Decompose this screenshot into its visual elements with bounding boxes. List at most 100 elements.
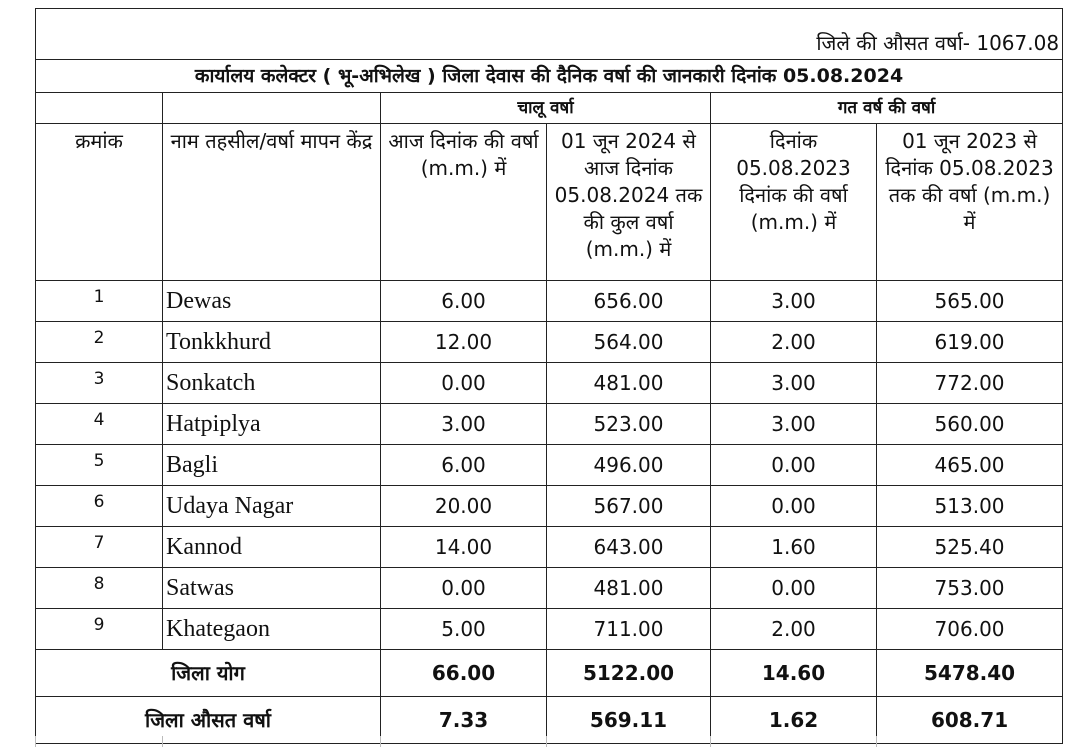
column-header: दिनांक 05.08.2023 दिनांक की वर्षा (m.m.)… xyxy=(710,123,877,281)
cell: 569.11 xyxy=(546,696,711,744)
group-row: चालू वर्षा गत वर्ष की वर्षा xyxy=(35,92,1064,124)
cell: 772.00 xyxy=(875,362,1064,404)
cell: 14.60 xyxy=(710,649,877,697)
group-header: गत वर्ष की वर्षा xyxy=(709,92,1064,124)
cell: 3 xyxy=(35,362,163,404)
cell: 6.00 xyxy=(380,280,547,322)
group-header: चालू वर्षा xyxy=(380,92,711,124)
cell: 0.00 xyxy=(710,485,877,527)
cell: 564.00 xyxy=(546,321,711,363)
cell: 1 xyxy=(35,280,163,322)
station-name: Sonkatch xyxy=(162,362,381,404)
cell: 9 xyxy=(35,608,163,650)
column-header: क्रमांक xyxy=(35,123,163,281)
cell: 1.62 xyxy=(710,696,877,744)
column-header-row: क्रमांक नाम तहसील/वर्षा मापन केंद्र आज दिन… xyxy=(35,123,1064,281)
cell: 8 xyxy=(35,567,163,609)
station-name: Udaya Nagar xyxy=(162,485,381,527)
column-header: आज दिनांक की वर्षा (m.m.) में xyxy=(380,123,547,281)
station-name: Kannod xyxy=(162,526,381,568)
cell: 0.00 xyxy=(380,567,547,609)
cell: 0.00 xyxy=(710,567,877,609)
table-body: जिले की औसत वर्षा- 1067.08 कार्यालय कलेक… xyxy=(34,8,1064,744)
cell: 0.00 xyxy=(710,444,877,486)
cell: 656.00 xyxy=(546,280,711,322)
empty-cell xyxy=(35,92,163,124)
station-name: Hatpiplya xyxy=(162,403,381,445)
cell: 643.00 xyxy=(546,526,711,568)
data-row: 1 Dewas 6.00 656.00 3.00 565.00 xyxy=(35,280,1064,322)
title-row: कार्यालय कलेक्टर ( भू-अभिलेख ) जिला देवा… xyxy=(34,59,1064,93)
data-row: 8 Satwas 0.00 481.00 0.00 753.00 xyxy=(35,567,1064,609)
cell: 2.00 xyxy=(710,321,877,363)
cell: 3.00 xyxy=(380,403,547,445)
cell: 2 xyxy=(35,321,163,363)
cell: 20.00 xyxy=(380,485,547,527)
station-name: Bagli xyxy=(162,444,381,486)
cell: 7 xyxy=(35,526,163,568)
cell: 513.00 xyxy=(875,485,1064,527)
column-header: 01 जून 2023 से दिनांक 05.08.2023 तक की व… xyxy=(875,123,1064,281)
cell: 753.00 xyxy=(875,567,1064,609)
averages-row: जिला औसत वर्षा 7.33 569.11 1.62 608.71 xyxy=(35,696,1064,744)
line xyxy=(710,736,711,747)
cell: 5.00 xyxy=(380,608,547,650)
cell: 6.00 xyxy=(380,444,547,486)
cell: 2.00 xyxy=(710,608,877,650)
data-row: 6 Udaya Nagar 20.00 567.00 0.00 513.00 xyxy=(35,485,1064,527)
column-header: नाम तहसील/वर्षा मापन केंद्र xyxy=(162,123,381,281)
cell: 6 xyxy=(35,485,163,527)
district-average: जिले की औसत वर्षा- 1067.08 xyxy=(34,8,1064,60)
row-label: जिला योग xyxy=(35,649,381,697)
cell: 565.00 xyxy=(875,280,1064,322)
data-row: 4 Hatpiplya 3.00 523.00 3.00 560.00 xyxy=(35,403,1064,445)
data-row: 9 Khategaon 5.00 711.00 2.00 706.00 xyxy=(35,608,1064,650)
column-header: 01 जून 2024 से आज दिनांक 05.08.2024 तक क… xyxy=(546,123,711,281)
cell: 481.00 xyxy=(546,362,711,404)
cell: 66.00 xyxy=(380,649,547,697)
cell: 496.00 xyxy=(546,444,711,486)
station-name: Satwas xyxy=(162,567,381,609)
cell: 3.00 xyxy=(710,403,877,445)
cell: 0.00 xyxy=(380,362,547,404)
cell: 12.00 xyxy=(380,321,547,363)
cell: 3.00 xyxy=(710,280,877,322)
cell: 5 xyxy=(35,444,163,486)
cell: 5122.00 xyxy=(546,649,711,697)
cell: 5478.40 xyxy=(875,649,1064,697)
cell: 4 xyxy=(35,403,163,445)
cell: 567.00 xyxy=(546,485,711,527)
station-name: Dewas xyxy=(162,280,381,322)
cell: 7.33 xyxy=(380,696,547,744)
station-name: Khategaon xyxy=(162,608,381,650)
cell: 523.00 xyxy=(546,403,711,445)
cell: 481.00 xyxy=(546,567,711,609)
line xyxy=(380,736,381,747)
line xyxy=(876,736,877,747)
cell: 14.00 xyxy=(380,526,547,568)
rainfall-table: जिले की औसत वर्षा- 1067.08 कार्यालय कलेक… xyxy=(34,8,1064,744)
totals-row: जिला योग 66.00 5122.00 14.60 5478.40 xyxy=(35,649,1064,697)
cell: 619.00 xyxy=(875,321,1064,363)
cell: 608.71 xyxy=(875,696,1064,744)
line xyxy=(162,736,163,747)
data-row: 2 Tonkkhurd 12.00 564.00 2.00 619.00 xyxy=(35,321,1064,363)
cell: 465.00 xyxy=(875,444,1064,486)
cell: 1.60 xyxy=(710,526,877,568)
title: कार्यालय कलेक्टर ( भू-अभिलेख ) जिला देवा… xyxy=(34,59,1064,93)
cell: 711.00 xyxy=(546,608,711,650)
data-row: 7 Kannod 14.00 643.00 1.60 525.40 xyxy=(35,526,1064,568)
line xyxy=(35,736,36,747)
line xyxy=(546,736,547,747)
data-row: 3 Sonkatch 0.00 481.00 3.00 772.00 xyxy=(35,362,1064,404)
cell: 706.00 xyxy=(875,608,1064,650)
cell: 525.40 xyxy=(875,526,1064,568)
data-row: 5 Bagli 6.00 496.00 0.00 465.00 xyxy=(35,444,1064,486)
row-label: जिला औसत वर्षा xyxy=(35,696,381,744)
station-name: Tonkkhurd xyxy=(162,321,381,363)
empty-cell xyxy=(162,92,381,124)
cell: 560.00 xyxy=(875,403,1064,445)
cell: 3.00 xyxy=(710,362,877,404)
average-row: जिले की औसत वर्षा- 1067.08 xyxy=(34,8,1064,60)
